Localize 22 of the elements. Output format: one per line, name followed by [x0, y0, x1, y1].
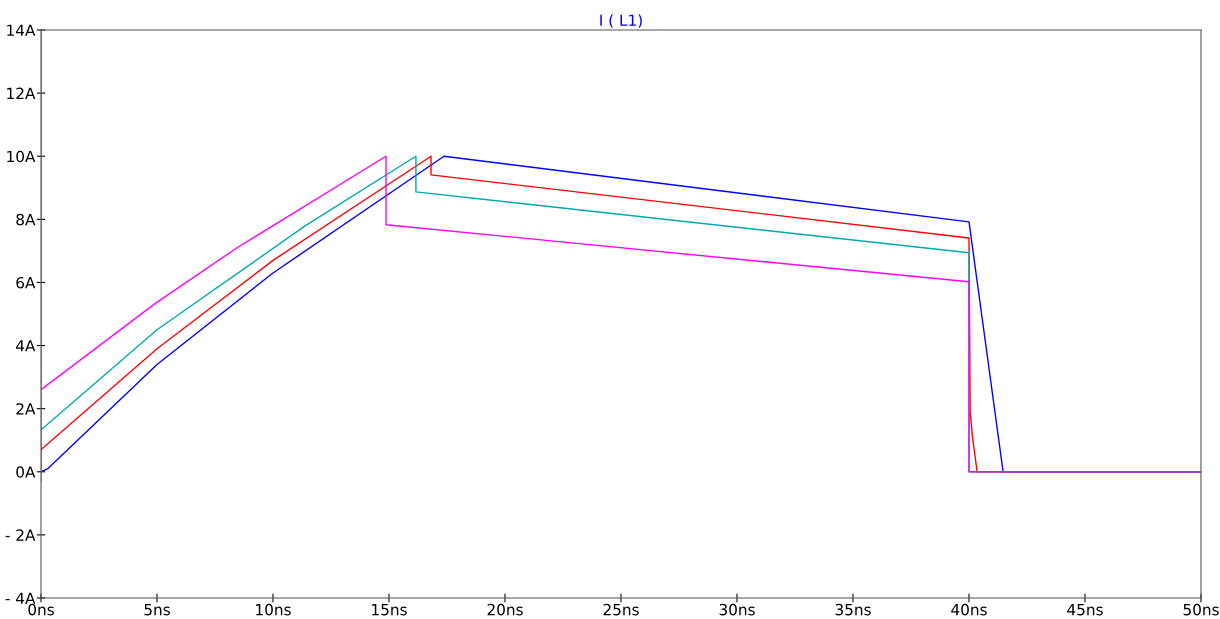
y-tick-label: 2A: [16, 403, 36, 415]
y-tick-label: - 4A: [5, 592, 36, 604]
x-tick-label: 5ns: [144, 604, 170, 616]
x-tick-label: 20ns: [487, 603, 523, 616]
x-tick-label: 10ns: [256, 603, 291, 616]
x-tick-label: 40ns: [951, 603, 987, 616]
x-tick-label: 25ns: [603, 603, 639, 616]
x-tick-label: 50ns: [1183, 603, 1219, 616]
x-tick-label: 35ns: [835, 603, 871, 616]
y-tick-label: 4A: [16, 340, 36, 352]
y-tick-label: 10A: [7, 150, 36, 163]
y-tick-label: 8A: [16, 213, 36, 226]
x-tick-label: 0ns: [28, 603, 54, 616]
x-tick-label: 45ns: [1067, 604, 1103, 616]
y-tick-label: 14A: [7, 24, 36, 36]
chart-title: I ( L1): [600, 14, 642, 28]
y-tick-label: 12A: [7, 87, 36, 99]
y-tick-label: - 2A: [5, 529, 36, 541]
x-tick-label: 15ns: [372, 604, 407, 616]
y-tick-label: 0A: [16, 466, 36, 478]
x-tick-label: 30ns: [719, 603, 755, 616]
y-tick-label: 6A: [16, 276, 36, 289]
